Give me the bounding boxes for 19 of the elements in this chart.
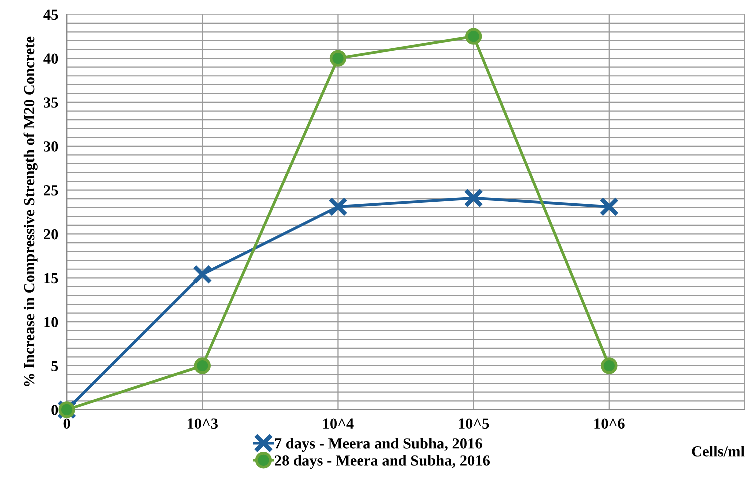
x-tick-label: 10^3 [188,418,218,430]
y-tick-label: 5 [52,361,58,372]
y-tick-label: 20 [44,229,58,240]
x-tick-label: 10^5 [459,418,490,430]
y-tick-label: 35 [44,98,58,108]
x-tick-label: 10^6 [594,418,625,430]
y-axis-title: % Increase in Compressive Strength of M20 Concrete [24,36,38,386]
y-tick-label: 0 [52,405,58,416]
y-tick-label: 10 [44,317,58,328]
legend-label: 7 days - Meera and Subha, 2016 [275,438,482,452]
y-tick-label: 45 [44,10,58,20]
x-axis-title: Cells/ml [692,446,745,457]
y-tick-label: 15 [44,273,58,284]
legend-label: 28 days - Meera and Subha, 2016 [275,455,490,470]
x-tick-label: 0 [64,418,70,430]
y-tick-label: 25 [44,186,58,196]
y-tick-label: 30 [44,142,58,152]
y-tick-label: 40 [44,54,58,64]
x-tick-label: 10^4 [324,418,354,430]
